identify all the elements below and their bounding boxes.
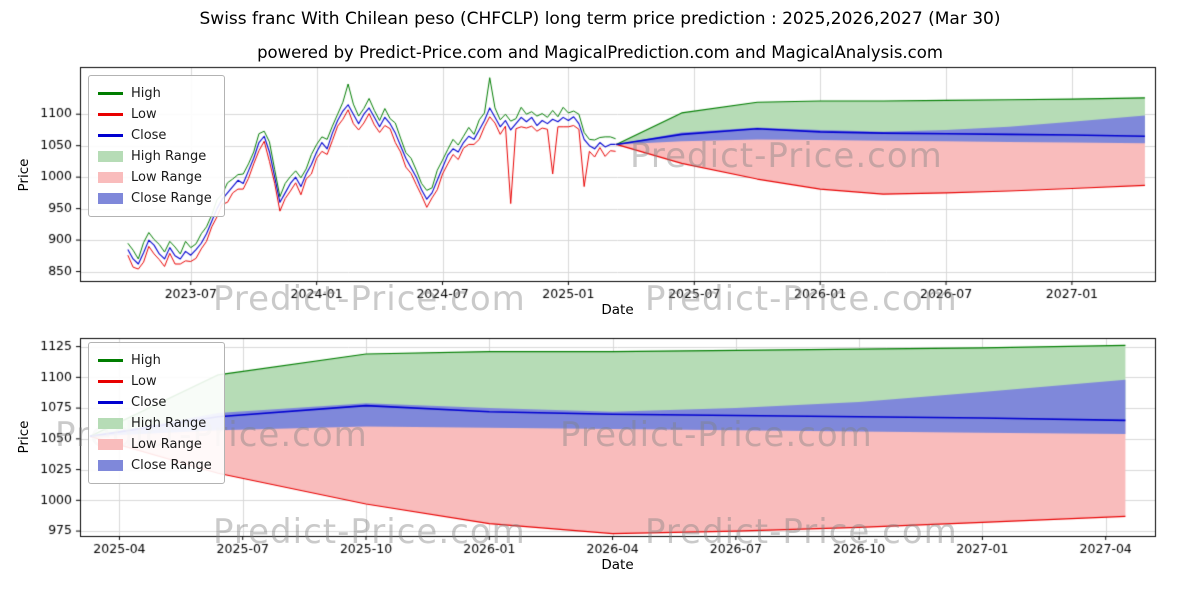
- top-x-axis-label: Date: [601, 302, 634, 318]
- legend-item-close: Close: [98, 125, 212, 146]
- legend-item-low-range: Low Range: [98, 167, 212, 188]
- legend-item-low-range: Low Range: [98, 434, 212, 455]
- low-range-patch-swatch: [98, 439, 123, 450]
- legend-label: Low: [131, 374, 157, 389]
- legend-item-high-range: High Range: [98, 146, 212, 167]
- legend-label: High: [131, 86, 161, 101]
- high-line-swatch: [98, 92, 123, 95]
- legend-item-high-range: High Range: [98, 413, 212, 434]
- legend-label: Close Range: [131, 458, 212, 473]
- legend: High Low Close High Range Low Range Clos…: [88, 342, 225, 484]
- legend-label: High: [131, 353, 161, 368]
- high-range-patch-swatch: [98, 418, 123, 429]
- top-y-axis-label: Price: [16, 158, 32, 192]
- high-range-patch-swatch: [98, 151, 123, 162]
- legend-label: Close: [131, 128, 167, 143]
- close-range-patch-swatch: [98, 460, 123, 471]
- legend-label: Low: [131, 107, 157, 122]
- high-line-swatch: [98, 359, 123, 362]
- legend-item-close: Close: [98, 392, 212, 413]
- legend-label: Close: [131, 395, 167, 410]
- legend-label: High Range: [131, 149, 207, 164]
- bottom-x-axis-label: Date: [601, 557, 634, 573]
- low-line-swatch: [98, 113, 123, 116]
- legend-item-low: Low: [98, 104, 212, 125]
- legend-label: Low Range: [131, 437, 202, 452]
- legend-item-high: High: [98, 83, 212, 104]
- legend-label: Close Range: [131, 191, 212, 206]
- bottom-y-axis-label: Price: [16, 420, 32, 454]
- legend-item-close-range: Close Range: [98, 188, 212, 209]
- page-title: Swiss franc With Chilean peso (CHFCLP) l…: [199, 9, 1001, 29]
- legend-item-close-range: Close Range: [98, 455, 212, 476]
- low-range-patch-swatch: [98, 172, 123, 183]
- low-line-swatch: [98, 380, 123, 383]
- legend-label: Low Range: [131, 170, 202, 185]
- close-line-swatch: [98, 134, 123, 137]
- legend-label: High Range: [131, 416, 207, 431]
- close-range-patch-swatch: [98, 193, 123, 204]
- close-line-swatch: [98, 401, 123, 404]
- legend: High Low Close High Range Low Range Clos…: [88, 75, 225, 217]
- chart-subtitle: powered by Predict-Price.com and Magical…: [257, 43, 943, 62]
- legend-item-low: Low: [98, 371, 212, 392]
- legend-item-high: High: [98, 350, 212, 371]
